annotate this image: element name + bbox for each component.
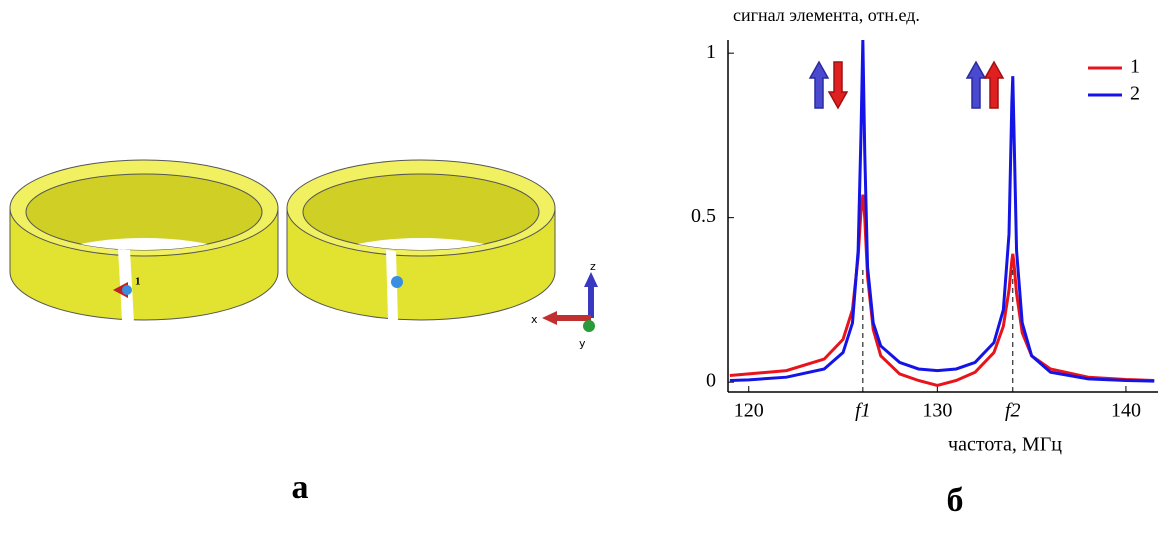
- legend-label: 1: [1130, 56, 1140, 78]
- figure: 1 z x y а б сигнал элемента, отн.ед. час…: [0, 0, 1161, 539]
- y-tick-label: 1: [706, 41, 716, 63]
- ring: [287, 160, 555, 322]
- port-label: 1: [135, 276, 141, 288]
- panel-label: б: [947, 482, 964, 519]
- x-tick-label: 140: [1111, 400, 1141, 422]
- x-tick-label: f2: [1005, 400, 1021, 422]
- page: 1 z x y а б сигнал элемента, отн.ед. час…: [0, 0, 1161, 539]
- x-axis-label: частота, МГц: [948, 434, 1062, 456]
- mode-arrows: [810, 62, 1003, 108]
- y-tick-label: 0.5: [691, 205, 716, 227]
- x-tick-label: 130: [922, 400, 952, 422]
- legend-label: 2: [1130, 83, 1140, 105]
- ring: [10, 160, 278, 322]
- y-tick-label: 0: [706, 370, 716, 392]
- x-tick-label: f1: [855, 400, 871, 422]
- x-tick-label: 120: [734, 400, 764, 422]
- plot-area: [730, 40, 1154, 385]
- chart-title: сигнал элемента, отн.ед.: [733, 5, 920, 25]
- panel-label: а: [292, 469, 309, 506]
- series-line: [730, 40, 1154, 381]
- axis-label: x: [531, 313, 538, 326]
- axis-label: z: [590, 260, 596, 273]
- series-line: [730, 195, 1154, 386]
- axis-label: y: [579, 337, 586, 350]
